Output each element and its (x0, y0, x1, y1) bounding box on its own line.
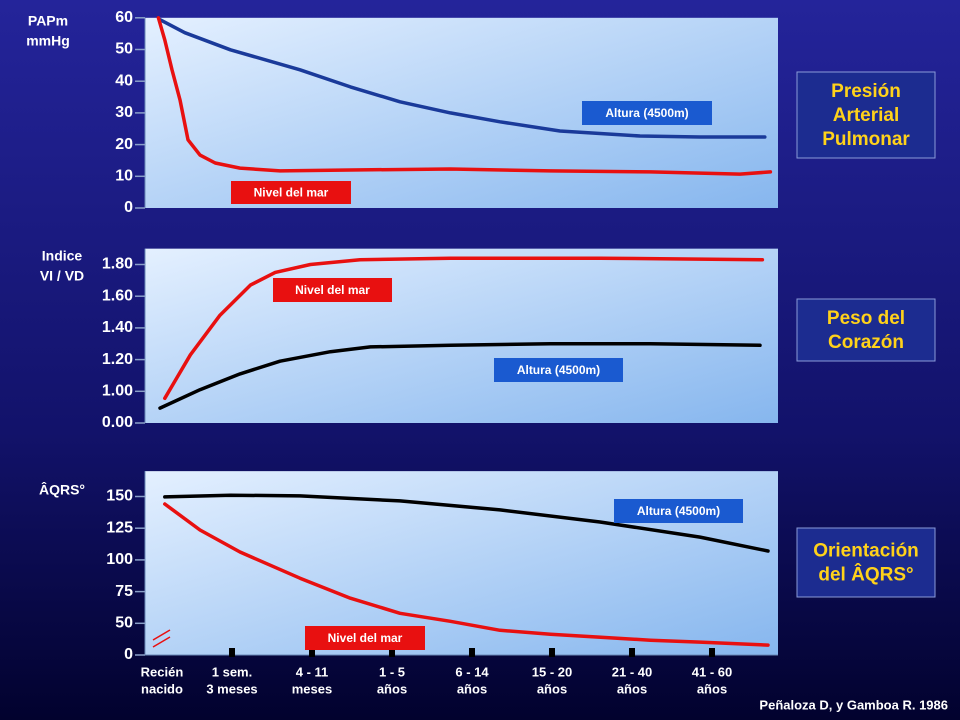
x-tick-label: meses (292, 681, 332, 696)
y-axis-label: Indice (42, 248, 83, 264)
plot-area (145, 248, 778, 423)
y-tick-label: 125 (106, 519, 133, 536)
series-line (163, 493, 770, 553)
x-tick-label: 15 - 20 (532, 664, 572, 679)
x-tick-label: 41 - 60 (692, 664, 732, 679)
y-axis-label: mmHg (26, 33, 70, 49)
series-label-box (305, 626, 425, 650)
side-title: Pulmonar (822, 129, 910, 150)
x-tick-label: 1 - 5 (379, 664, 405, 679)
y-tick-label: 100 (106, 551, 133, 568)
y-tick-label: 50 (115, 41, 133, 58)
series-label-box (494, 358, 623, 382)
y-tick-label: 30 (115, 104, 133, 121)
y-tick-label: 60 (115, 9, 133, 26)
y-axis-label: PAPm (28, 13, 68, 29)
y-tick-label: 0.00 (102, 414, 133, 431)
side-title: del ÂQRS° (818, 564, 913, 586)
series-label-box (614, 499, 743, 523)
x-tick-label: 6 - 14 (455, 664, 489, 679)
axis-break (152, 629, 171, 648)
x-tick-label: años (457, 681, 487, 696)
side-title-box (796, 527, 936, 598)
y-tick-label: 10 (115, 168, 133, 185)
y-tick-label: 0 (124, 646, 133, 663)
side-title: Orientación (813, 541, 919, 562)
y-tick-label: 1.40 (102, 319, 133, 336)
x-tick-label: años (617, 681, 647, 696)
x-tick (469, 648, 475, 657)
series-label: Nivel del mar (295, 283, 370, 297)
x-tick-label: años (377, 681, 407, 696)
y-tick-label: 75 (115, 583, 133, 600)
series-label: Altura (4500m) (605, 106, 688, 120)
x-tick (709, 648, 715, 657)
y-tick-label: 20 (115, 136, 133, 153)
series-label: Altura (4500m) (517, 363, 600, 377)
y-tick-label: 40 (115, 72, 133, 89)
y-tick-label: 50 (115, 615, 133, 632)
x-tick-label: 21 - 40 (612, 664, 652, 679)
series-label: Nivel del mar (328, 631, 403, 645)
series-line (158, 17, 767, 139)
side-title: Presión (831, 81, 901, 102)
x-tick (389, 648, 395, 657)
series-label: Nivel del mar (254, 186, 329, 200)
series-line (163, 256, 765, 401)
y-tick-label: 1.20 (102, 351, 133, 368)
plot-area (145, 471, 778, 655)
side-title: Corazón (828, 332, 904, 353)
x-tick (309, 648, 315, 657)
side-title-box (796, 71, 936, 159)
x-tick-label: Recién (141, 664, 184, 679)
x-tick-label: años (537, 681, 567, 696)
y-tick-label: 1.00 (102, 383, 133, 400)
series-label-box (273, 278, 392, 302)
series-line (158, 342, 762, 410)
series-line (156, 16, 773, 176)
series-line (163, 502, 770, 647)
series-label-box (231, 181, 351, 204)
series-label-box (582, 101, 712, 125)
x-tick-label: nacido (141, 681, 183, 696)
y-tick-label: 150 (106, 488, 133, 505)
side-title: Peso del (827, 308, 905, 329)
x-tick (549, 648, 555, 657)
y-tick-label: 1.60 (102, 287, 133, 304)
y-axis-label: ÂQRS° (39, 481, 85, 498)
x-tick-label: años (697, 681, 727, 696)
side-title-box (796, 298, 936, 362)
x-tick-label: 1 sem. (212, 664, 252, 679)
x-tick-label: 4 - 11 (296, 664, 329, 679)
y-tick-label: 0 (124, 199, 133, 216)
y-tick-label: 1.80 (102, 256, 133, 273)
side-title: Arterial (833, 105, 900, 126)
x-tick-label: 3 meses (206, 681, 257, 696)
x-tick (629, 648, 635, 657)
credit: Peñaloza D, y Gamboa R. 1986 (759, 697, 948, 712)
series-label: Altura (4500m) (637, 504, 720, 518)
x-tick (229, 648, 235, 657)
y-axis-label: VI / VD (40, 268, 84, 284)
